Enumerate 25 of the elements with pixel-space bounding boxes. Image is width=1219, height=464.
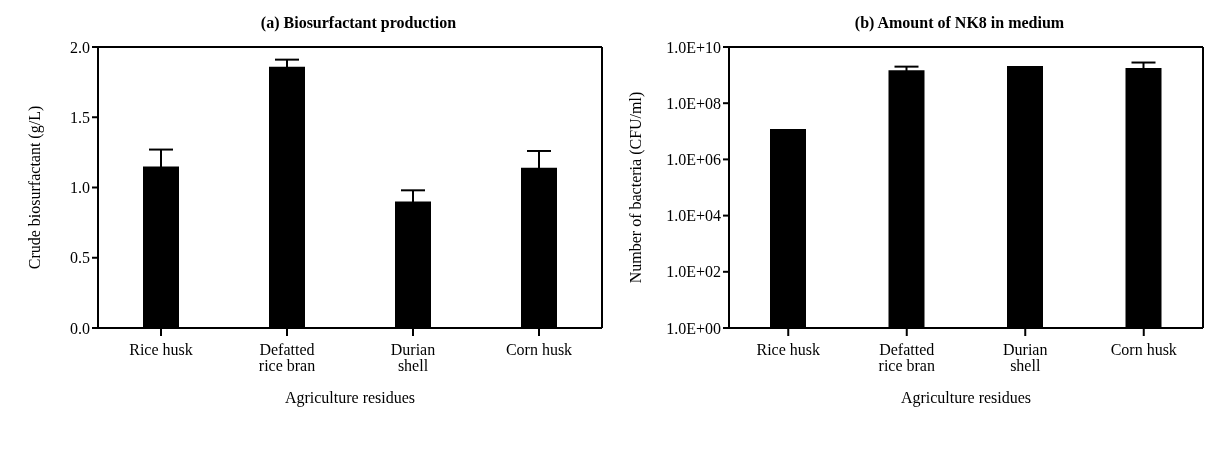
y-tick-label: 1.0E+02	[666, 263, 721, 281]
y-tick-label: 1.0E+04	[666, 207, 721, 225]
y-tick-label: 1.5	[70, 108, 90, 126]
y-tick-label: 1.0E+10	[666, 38, 721, 56]
x-tick-label: Durian shell	[1003, 341, 1048, 375]
y-axis-title: Number of bacteria (CFU/ml)	[626, 91, 645, 284]
y-tick-label: 1.0E+00	[666, 319, 721, 337]
x-tick-label: Rice husk	[129, 341, 193, 359]
y-tick-label: 2.0	[70, 38, 90, 56]
x-axis-title: Agriculture residues	[900, 389, 1032, 408]
y-tick-label: 1.0	[70, 179, 90, 197]
x-tick-label: Corn husk	[505, 341, 573, 359]
y-axis-title: Crude biosurfactant (g/L)	[25, 105, 44, 270]
x-tick-label: Defatted rice bran	[258, 341, 316, 375]
x-tick-label: Rice husk	[756, 341, 821, 359]
x-tick-label: Defatted rice bran	[878, 341, 935, 375]
x-tick-label: Durian shell	[390, 341, 436, 375]
y-tick-label: 0.5	[70, 249, 90, 267]
x-tick-label: Corn husk	[1110, 341, 1177, 359]
y-tick-label: 1.0E+08	[666, 94, 721, 112]
y-tick-label: 0.0	[70, 319, 90, 337]
chart-title: (b) Amount of NK8 in medium	[853, 13, 1066, 34]
y-tick-label: 1.0E+06	[666, 151, 721, 169]
chart-title: (a) Biosurfactant production	[259, 13, 458, 34]
x-axis-title: Agriculture residues	[284, 389, 416, 408]
